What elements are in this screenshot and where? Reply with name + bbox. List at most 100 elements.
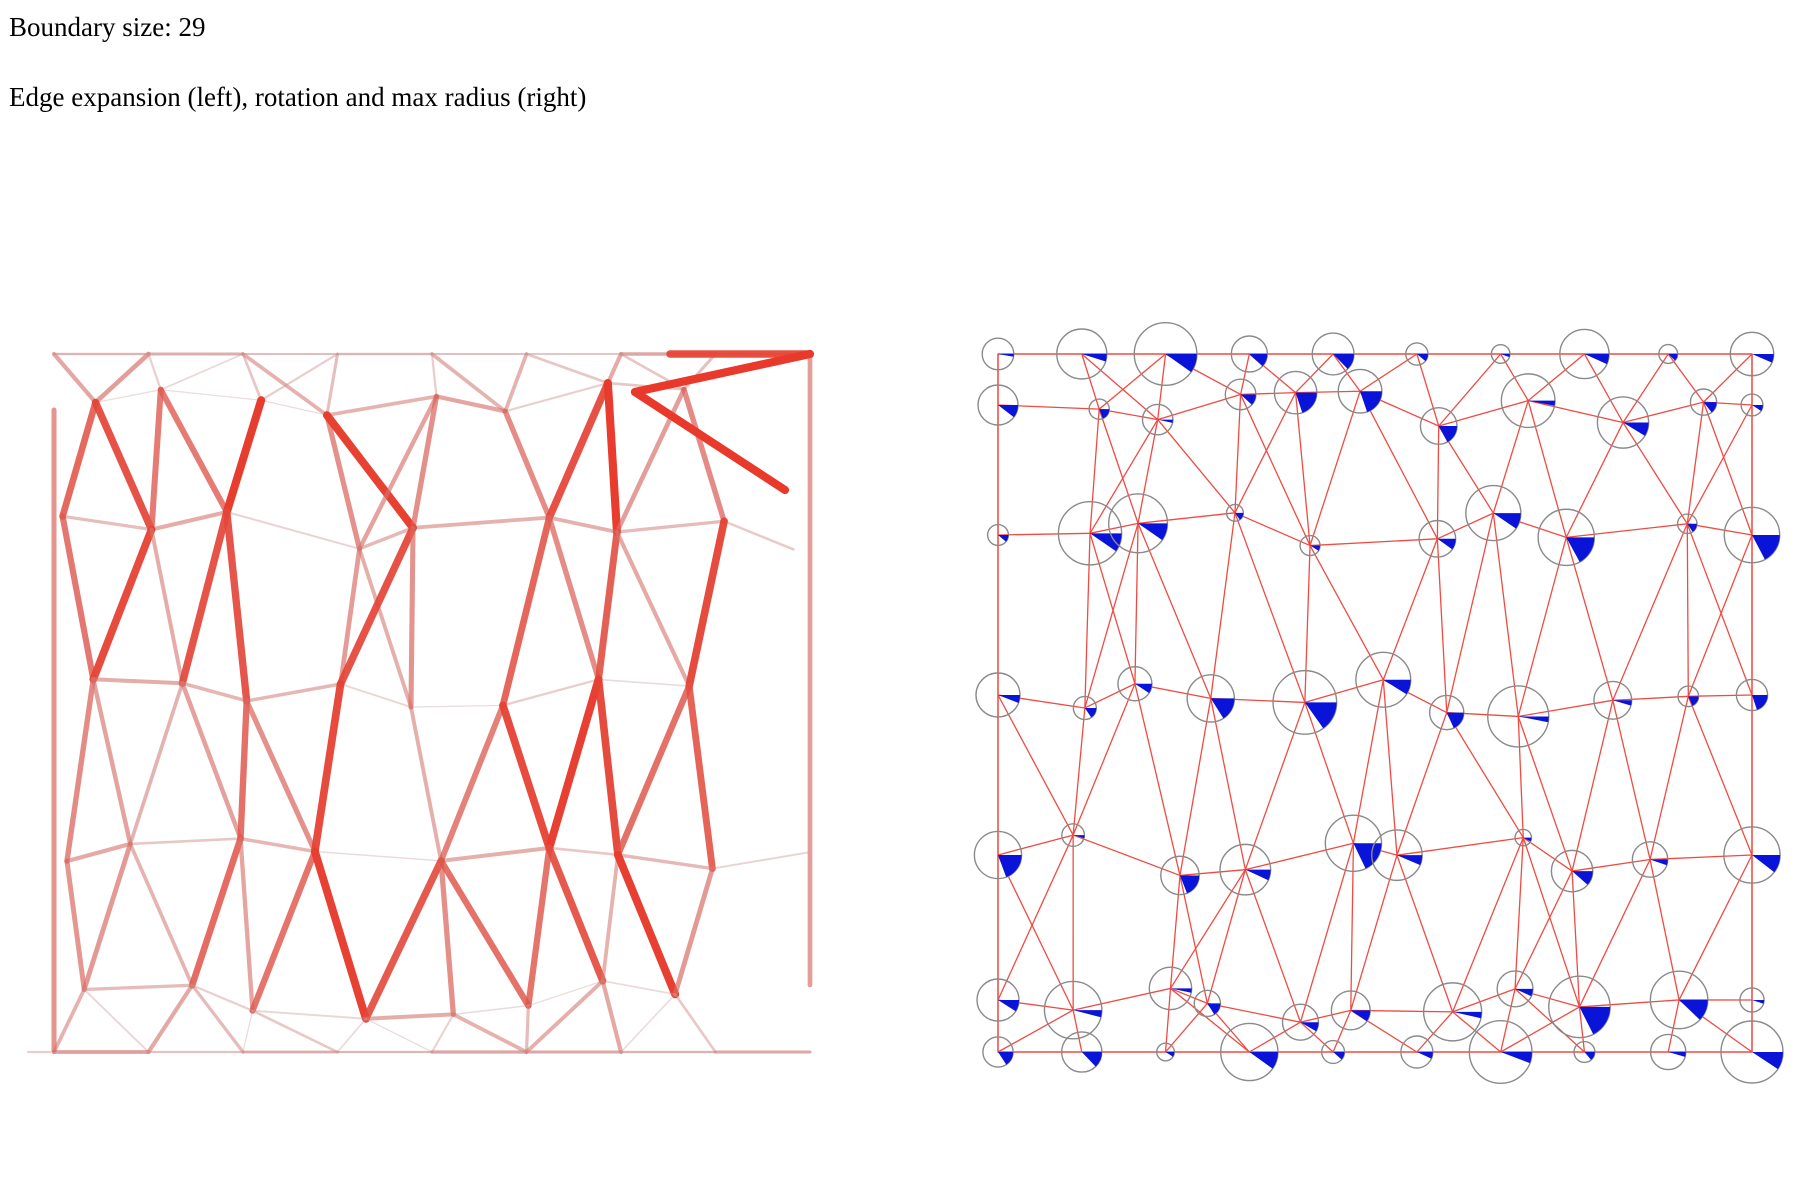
mesh-edge: [1452, 837, 1524, 1013]
mesh-edge: [1350, 854, 1398, 1011]
mesh-edge: [681, 386, 727, 524]
mesh-edge: [149, 527, 185, 686]
rotation-sector: [1240, 394, 1256, 405]
mesh-edge: [1170, 987, 1250, 1053]
mesh-edge: [1416, 353, 1440, 427]
mesh-edge: [61, 514, 154, 532]
max-radius-circle: [982, 1036, 1014, 1068]
rotation-radius-panel: [973, 322, 1784, 1085]
rotation-sector: [1518, 716, 1549, 723]
rotation-sector: [1668, 1052, 1686, 1057]
mesh-edge: [673, 992, 717, 1054]
mesh-edge: [1206, 869, 1246, 1004]
mesh-edge: [178, 508, 231, 687]
max-radius-circle: [1193, 989, 1222, 1018]
mesh-edge: [336, 1017, 367, 1053]
mesh-edge: [411, 515, 552, 530]
mesh-edge: [1687, 696, 1753, 856]
mesh-edge: [504, 381, 609, 413]
max-radius-circle: [1468, 1020, 1533, 1085]
mesh-edge: [1492, 513, 1519, 717]
mesh-edge: [1310, 538, 1438, 547]
max-radius-circle: [1321, 1039, 1346, 1065]
mesh-edge: [1081, 353, 1159, 421]
mesh-edge: [81, 841, 133, 992]
mesh-edge: [1517, 716, 1573, 872]
rotation-sector: [1752, 695, 1768, 710]
max-radius-circle: [973, 830, 1023, 880]
rotation-sector: [1207, 1003, 1221, 1015]
mesh-edge: [1170, 987, 1208, 1004]
rotation-sector: [1333, 354, 1355, 369]
mesh-edge: [605, 351, 624, 386]
rotation-sector: [1249, 1052, 1278, 1069]
mesh-edge: [439, 846, 552, 863]
rotation-sector: [1138, 523, 1168, 541]
max-radius-circle: [1514, 828, 1533, 847]
mesh-edge: [128, 681, 185, 846]
mesh-edge: [1245, 842, 1354, 871]
mesh-edge: [1649, 696, 1689, 860]
rotation-sector: [1650, 859, 1668, 866]
mesh-edge: [190, 983, 245, 1054]
rotation-sector: [1179, 875, 1200, 894]
mesh-edge: [159, 353, 244, 391]
mesh-edge: [997, 532, 1091, 536]
rotation-sector: [1752, 855, 1781, 873]
mesh-edge: [1234, 392, 1297, 514]
rotation-sector: [1438, 425, 1457, 443]
mesh-edge: [1084, 683, 1136, 709]
figure-caption: Edge expansion (left), rotation and max …: [9, 82, 587, 112]
max-radius-circle: [1419, 406, 1458, 445]
boundary-size-text: Boundary size: 29: [9, 12, 206, 42]
mesh-edge: [241, 352, 263, 402]
max-radius-circle: [1311, 332, 1355, 376]
mesh-edge: [685, 517, 728, 690]
mesh-edge: [339, 683, 412, 708]
mesh-edge: [722, 519, 795, 551]
mesh-edge: [338, 546, 362, 687]
mesh-edge: [1703, 353, 1753, 403]
mesh-edge: [244, 698, 318, 855]
mesh-edge: [438, 858, 456, 1018]
boundary-frame: [997, 353, 1753, 1053]
mesh-edge: [1179, 698, 1212, 876]
mesh-edge: [1137, 419, 1159, 524]
mesh-edge: [997, 834, 1074, 856]
mesh-edge: [241, 352, 329, 418]
mesh-edge: [451, 1012, 529, 1054]
max-radius-circle: [1649, 970, 1709, 1030]
mesh-edge: [620, 993, 676, 1053]
mesh-edge: [310, 847, 370, 1023]
rotation-sector: [1170, 988, 1192, 993]
rotation-sector: [1446, 712, 1464, 729]
mesh-edge: [251, 1009, 367, 1020]
mesh-edge: [1157, 419, 1236, 514]
mesh-edge: [1527, 353, 1585, 402]
mesh-edge: [503, 352, 529, 414]
mesh-edge: [64, 841, 133, 864]
mesh-edge: [1514, 837, 1524, 989]
mesh-edge: [91, 677, 133, 847]
mesh-edge: [1565, 422, 1624, 538]
rotation-sector: [1584, 1052, 1595, 1060]
mesh-edge: [1686, 523, 1689, 697]
rotation-sector: [1752, 1000, 1765, 1004]
rotation-sector: [1566, 537, 1595, 562]
mesh-edge: [1084, 523, 1139, 709]
max-radius-circle: [1072, 695, 1098, 721]
mesh-edge: [409, 705, 443, 863]
mesh-edge: [672, 866, 715, 997]
rotation-sector: [998, 1052, 1014, 1065]
mesh-edge: [1210, 698, 1246, 870]
rotation-sector: [1081, 1052, 1102, 1067]
mesh-edge: [1702, 401, 1753, 536]
mesh-edge: [1300, 1009, 1351, 1023]
rotation-sector: [1310, 545, 1321, 551]
mesh-edge: [157, 386, 230, 516]
mesh-edge: [1517, 716, 1524, 838]
max-radius-circle: [1324, 814, 1383, 873]
mesh-edge: [1073, 987, 1171, 1011]
mesh-edge: [1528, 400, 1624, 424]
mesh-edge: [89, 525, 156, 684]
